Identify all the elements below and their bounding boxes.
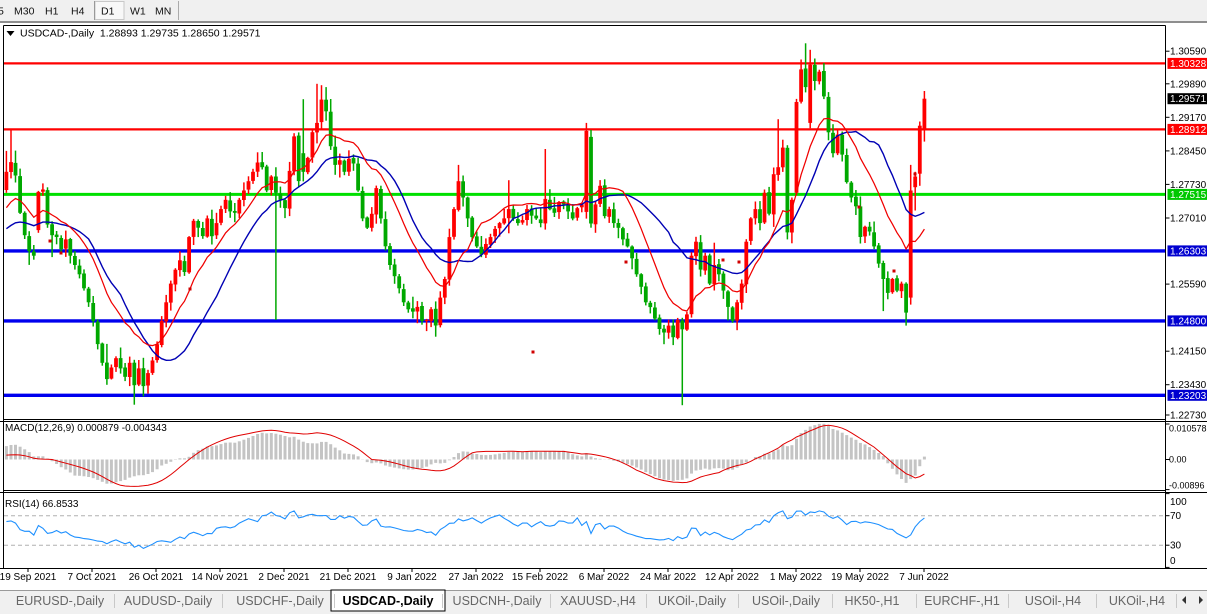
svg-text:UKOil-,Daily: UKOil-,Daily [658,594,727,608]
svg-text:1.27515: 1.27515 [1170,190,1207,201]
svg-text:1.28450: 1.28450 [1170,146,1207,157]
svg-text:USOil-,Daily: USOil-,Daily [752,594,821,608]
svg-text:19 Sep 2021: 19 Sep 2021 [0,572,57,583]
svg-text:24 Mar 2022: 24 Mar 2022 [640,572,697,583]
svg-text:1.27010: 1.27010 [1170,214,1207,225]
svg-text:9 Jan 2022: 9 Jan 2022 [387,572,437,583]
svg-text:100: 100 [1170,497,1187,508]
svg-text:5: 5 [0,6,4,18]
svg-text:D1: D1 [101,6,115,18]
svg-text:W1: W1 [130,6,146,18]
svg-text:21 Dec 2021: 21 Dec 2021 [320,572,377,583]
svg-text:EURCHF-,H1: EURCHF-,H1 [924,594,1000,608]
svg-text:1.22730: 1.22730 [1170,411,1207,422]
svg-text:-0.00896: -0.00896 [1169,481,1205,491]
svg-text:1.27730: 1.27730 [1170,180,1207,191]
svg-text:30: 30 [1170,541,1182,552]
svg-text:1.23430: 1.23430 [1170,380,1207,391]
svg-text:27 Jan 2022: 27 Jan 2022 [448,572,503,583]
svg-text:2 Dec 2021: 2 Dec 2021 [258,572,310,583]
svg-text:6 Mar 2022: 6 Mar 2022 [579,572,630,583]
svg-text:1.30328: 1.30328 [1170,59,1207,70]
svg-text:1.28912: 1.28912 [1170,125,1207,136]
svg-text:AUDUSD-,Daily: AUDUSD-,Daily [124,594,213,608]
svg-text:1.23203: 1.23203 [1170,391,1207,402]
svg-text:7 Jun 2022: 7 Jun 2022 [899,572,949,583]
svg-text:1.29571: 1.29571 [1170,94,1207,105]
svg-text:7 Oct 2021: 7 Oct 2021 [68,572,117,583]
svg-text:HK50-,H1: HK50-,H1 [845,594,900,608]
svg-text:MACD(12,26,9) 0.000879 -0.0043: MACD(12,26,9) 0.000879 -0.004343 [5,423,167,434]
svg-text:26 Oct 2021: 26 Oct 2021 [129,572,184,583]
svg-text:19 May 2022: 19 May 2022 [831,572,889,583]
svg-text:USDCHF-,Daily: USDCHF-,Daily [236,594,324,608]
svg-text:H4: H4 [71,6,85,18]
svg-text:USOil-,H4: USOil-,H4 [1025,594,1081,608]
svg-text:RSI(14) 66.8533: RSI(14) 66.8533 [5,499,79,510]
svg-text:USDCNH-,Daily: USDCNH-,Daily [453,594,543,608]
svg-text:15 Feb 2022: 15 Feb 2022 [512,572,569,583]
svg-text:0: 0 [1170,556,1176,567]
svg-text:12 Apr 2022: 12 Apr 2022 [705,572,759,583]
svg-text:1.26303: 1.26303 [1170,246,1207,257]
svg-text:MN: MN [155,6,171,18]
svg-text:UKOil-,H4: UKOil-,H4 [1109,594,1165,608]
svg-text:USDCAD-,Daily 1.28893 1.29735: USDCAD-,Daily 1.28893 1.29735 1.28650 1.… [20,28,261,40]
svg-text:EURUSD-,Daily: EURUSD-,Daily [16,594,105,608]
svg-text:1.29170: 1.29170 [1170,113,1207,124]
svg-text:1.30590: 1.30590 [1170,47,1207,58]
svg-text:H1: H1 [45,6,59,18]
svg-text:1.24150: 1.24150 [1170,347,1207,358]
svg-text:14 Nov 2021: 14 Nov 2021 [192,572,249,583]
svg-text:1.25590: 1.25590 [1170,280,1207,291]
svg-text:1.24800: 1.24800 [1170,316,1207,327]
svg-text:70: 70 [1170,511,1182,522]
svg-text:XAUUSD-,H4: XAUUSD-,H4 [560,594,636,608]
svg-text:0.010578: 0.010578 [1169,424,1207,434]
svg-text:0.00: 0.00 [1169,455,1187,465]
svg-text:1.29890: 1.29890 [1170,79,1207,90]
svg-text:USDCAD-,Daily: USDCAD-,Daily [343,594,434,608]
svg-text:1 May 2022: 1 May 2022 [770,572,823,583]
svg-text:M30: M30 [14,6,35,18]
